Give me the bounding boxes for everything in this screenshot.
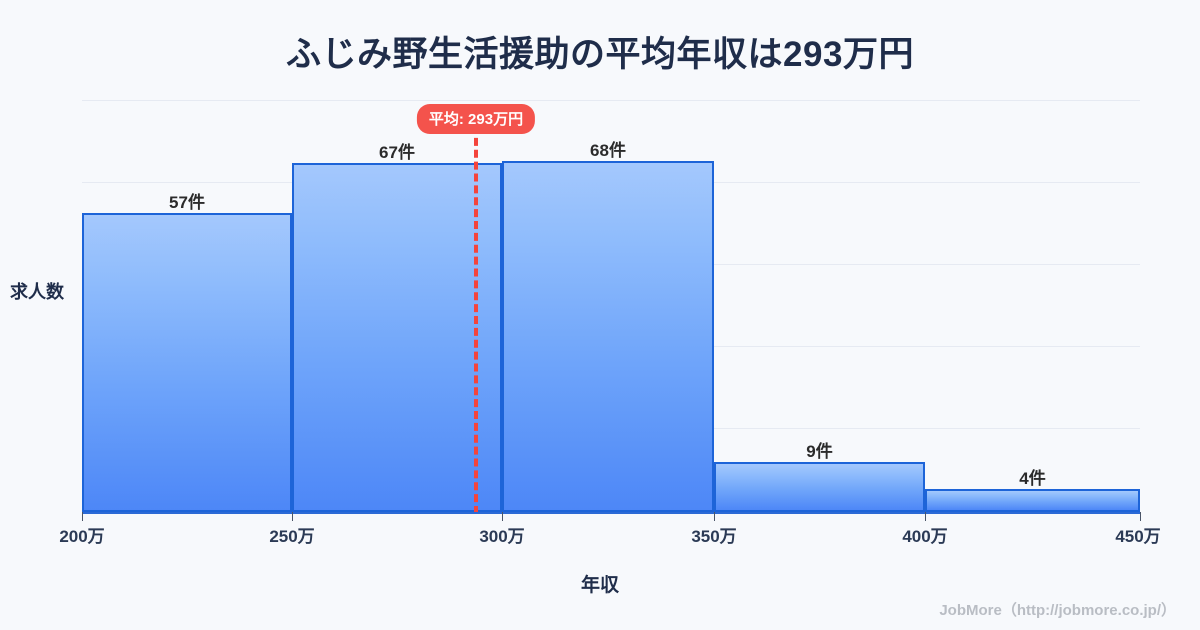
average-badge: 平均: 293万円 (416, 104, 536, 134)
average-line (474, 126, 478, 514)
bar-value-label: 9件 (806, 442, 833, 461)
x-axis-tick-label: 200万 (59, 527, 105, 546)
page-title: ふじみ野生活援助の平均年収は293万円 (286, 35, 914, 74)
bar-200-250[interactable] (82, 213, 292, 512)
x-axis-tick-label: 450万 (1115, 527, 1161, 546)
x-axis-tick (502, 512, 503, 521)
footer-credit: JobMore（http://jobmore.co.jp/） (939, 602, 1176, 619)
bar-350-400[interactable] (714, 462, 925, 512)
bar-400-450[interactable] (925, 489, 1140, 512)
x-axis-tick-label: 250万 (269, 527, 315, 546)
x-axis-tick (292, 512, 293, 521)
x-axis-title: 年収 (580, 575, 619, 596)
x-axis-tick (1140, 512, 1141, 521)
plot-area: 57件 67件 68件 9件 4件 (82, 100, 1140, 512)
x-axis-tick (714, 512, 715, 521)
bar-250-300[interactable] (292, 163, 502, 512)
y-axis-label: 求人数 (10, 282, 64, 302)
bar-value-label: 4件 (1019, 469, 1046, 488)
bar-value-label: 68件 (590, 141, 626, 160)
x-axis-tick-label: 400万 (902, 527, 948, 546)
bar-value-label: 57件 (169, 193, 205, 212)
x-axis-tick-label: 350万 (691, 527, 737, 546)
bar-300-350[interactable] (502, 161, 714, 512)
gridline (82, 100, 1140, 101)
x-axis-tick-label: 300万 (479, 527, 525, 546)
x-axis-tick (82, 512, 83, 521)
x-axis-line (82, 512, 1140, 514)
x-axis-tick (925, 512, 926, 521)
bar-value-label: 67件 (379, 143, 415, 162)
